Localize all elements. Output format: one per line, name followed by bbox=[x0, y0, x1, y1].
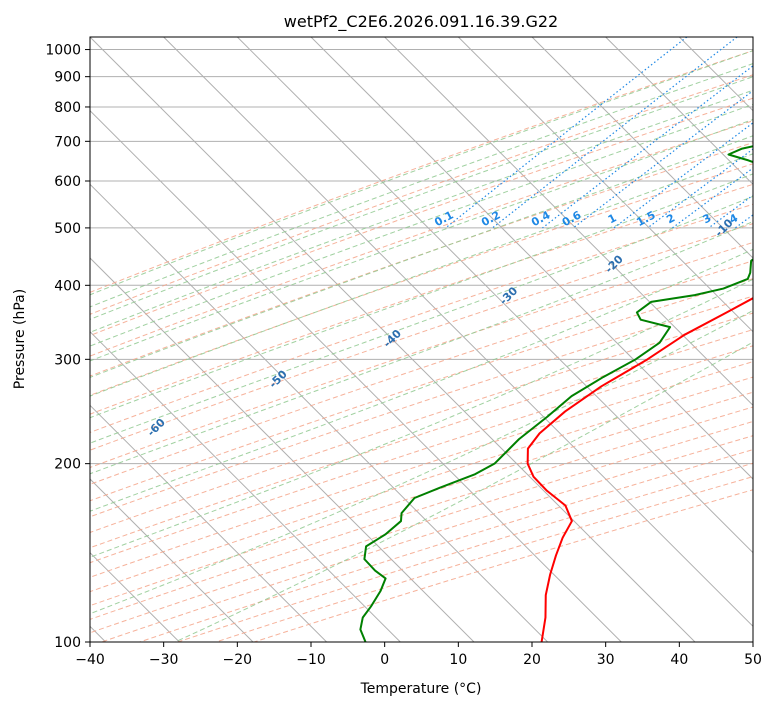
dry-adiabat-line bbox=[177, 462, 753, 642]
isotherm-line bbox=[531, 37, 753, 259]
isotherm-line bbox=[163, 37, 753, 628]
moist-adiabat-line bbox=[174, 341, 753, 642]
y-tick-label: 600 bbox=[54, 174, 81, 190]
chart-title: wetPf2_C2E6.2026.091.16.39.G22 bbox=[284, 12, 558, 32]
mixing-ratio-line bbox=[572, 89, 753, 229]
isotherm-line bbox=[384, 37, 753, 407]
temperature-line bbox=[526, 297, 753, 642]
mixing-ratio-label: 2 bbox=[664, 211, 677, 226]
dry-adiabats bbox=[90, 50, 753, 642]
dry-adiabat-line bbox=[90, 361, 753, 578]
moist-adiabats bbox=[90, 50, 753, 642]
x-tick-label: −20 bbox=[223, 652, 253, 668]
x-axis-title: Temperature (°C) bbox=[360, 681, 482, 697]
dry-adiabat-line bbox=[90, 376, 753, 593]
dry-adiabat-line bbox=[90, 241, 753, 469]
y-tick-label: 200 bbox=[54, 457, 81, 473]
line-labels: 0.10.20.40.611.52346810131620253036-100-… bbox=[24, 208, 775, 486]
x-tick-label: 10 bbox=[449, 652, 467, 668]
dry-adiabat-line bbox=[90, 391, 753, 607]
isotherm-line bbox=[236, 37, 753, 554]
isotherm-line bbox=[90, 183, 549, 642]
x-tick-label: 0 bbox=[380, 652, 389, 668]
dry-adiabat-label: -30 bbox=[497, 284, 520, 307]
y-axis-title: Pressure (hPa) bbox=[12, 289, 28, 389]
isotherm-line bbox=[310, 37, 753, 480]
dry-adiabat-line bbox=[90, 163, 753, 396]
dry-adiabat-line bbox=[90, 329, 753, 549]
x-tick-label: −30 bbox=[149, 652, 179, 668]
plot-frame bbox=[89, 36, 754, 643]
mixing-ratio-label: 3 bbox=[701, 211, 714, 226]
mixing-ratio-line bbox=[734, 214, 753, 229]
x-axis-ticks: −40 −30 −20 −10 0 10 20 30 40 50 bbox=[75, 642, 762, 668]
moist-adiabat-line bbox=[90, 278, 753, 558]
y-tick-label: 300 bbox=[54, 352, 81, 368]
mixing-ratio-line bbox=[542, 65, 753, 229]
mixing-ratio-label: 6 bbox=[766, 211, 775, 226]
dry-adiabat-label: -60 bbox=[145, 416, 168, 439]
dry-adiabat-line bbox=[90, 278, 753, 502]
x-tick-label: −10 bbox=[296, 652, 326, 668]
dry-adiabat-line bbox=[90, 50, 753, 293]
dry-adiabat-label: -70 bbox=[24, 463, 47, 486]
dry-adiabat-label: -20 bbox=[603, 252, 626, 275]
isotherm-line bbox=[90, 330, 401, 642]
dry-adiabat-line bbox=[90, 142, 753, 377]
mixing-ratio-lines bbox=[445, 37, 753, 229]
moist-adiabat-line bbox=[90, 195, 753, 444]
isotherm-line bbox=[90, 478, 254, 642]
mixing-ratio-label: 1 bbox=[606, 211, 619, 226]
x-tick-label: 40 bbox=[670, 652, 688, 668]
isotherm-line bbox=[678, 37, 753, 112]
moist-adiabat-line bbox=[90, 76, 753, 320]
y-tick-label: 400 bbox=[54, 278, 81, 294]
isotherm-line bbox=[752, 37, 753, 38]
y-tick-label: 100 bbox=[54, 635, 81, 651]
dry-adiabat-label: -50 bbox=[267, 367, 290, 390]
x-tick-label: −40 bbox=[75, 652, 105, 668]
mixing-ratio-label: 0.6 bbox=[560, 208, 584, 229]
moist-adiabat-line bbox=[90, 103, 753, 347]
dry-adiabat-line bbox=[101, 435, 753, 642]
moist-adiabat-line bbox=[90, 118, 753, 362]
isotherm-line bbox=[605, 37, 753, 186]
dry-adiabat-line bbox=[90, 260, 753, 485]
y-tick-label: 500 bbox=[54, 221, 81, 237]
isotherm-line bbox=[90, 37, 696, 642]
dry-adiabat-line bbox=[90, 97, 753, 337]
x-tick-label: 30 bbox=[597, 652, 615, 668]
y-axis-ticks: 1000 900 800 700 600 500 400 300 200 100 bbox=[45, 43, 90, 651]
profile-series bbox=[359, 145, 753, 642]
isotherms bbox=[90, 37, 753, 642]
dry-adiabat-line bbox=[90, 223, 753, 451]
dewpoint-line bbox=[359, 145, 753, 642]
dry-adiabat-line bbox=[90, 312, 753, 533]
x-tick-label: 50 bbox=[744, 652, 762, 668]
mixing-ratio-line bbox=[672, 167, 753, 229]
x-tick-label: 20 bbox=[523, 652, 541, 668]
moist-adiabat-line bbox=[90, 173, 753, 419]
mixing-ratio-line bbox=[492, 37, 738, 229]
y-tick-label: 1000 bbox=[45, 43, 81, 59]
mixing-ratio-label: 0.4 bbox=[529, 208, 553, 229]
dry-adiabat-label: -40 bbox=[381, 327, 404, 350]
y-tick-label: 900 bbox=[54, 70, 81, 86]
y-tick-label: 800 bbox=[54, 100, 81, 116]
dry-adiabat-line bbox=[90, 295, 753, 518]
isotherm-line bbox=[90, 109, 622, 642]
isotherm-line bbox=[90, 404, 328, 642]
isotherm-line bbox=[90, 257, 475, 642]
y-tick-label: 700 bbox=[54, 134, 81, 150]
isotherm-line bbox=[457, 37, 753, 333]
